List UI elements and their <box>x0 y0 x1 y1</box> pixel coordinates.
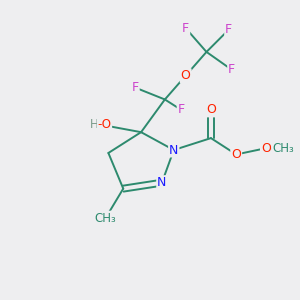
Text: O: O <box>206 103 216 116</box>
Text: CH₃: CH₃ <box>272 142 294 155</box>
Text: F: F <box>178 103 185 116</box>
Text: N: N <box>157 176 167 189</box>
Text: F: F <box>228 63 235 76</box>
Text: F: F <box>132 81 139 94</box>
Text: N: N <box>169 143 178 157</box>
Text: -O: -O <box>98 118 112 131</box>
Text: O: O <box>261 142 271 155</box>
Text: O: O <box>231 148 241 161</box>
Text: H: H <box>90 118 99 131</box>
Text: CH₃: CH₃ <box>94 212 116 225</box>
Text: O: O <box>181 69 190 82</box>
Text: F: F <box>225 23 232 36</box>
Text: F: F <box>182 22 189 34</box>
